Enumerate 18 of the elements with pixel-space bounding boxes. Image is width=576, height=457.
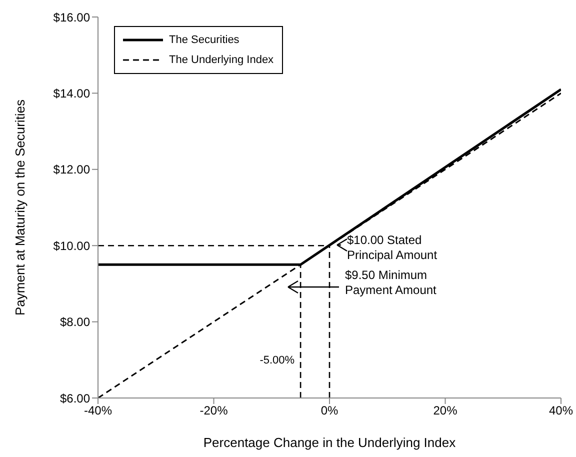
x-tick-label: 40% [548,404,574,418]
annotation: -5.00% [260,354,295,367]
legend-label: The Securities [169,34,240,46]
x-tick-label: 20% [433,404,458,418]
annotation: $10.00 Stated Principal Amount [347,233,438,262]
annotation: $9.50 Minimum Payment Amount [345,268,438,297]
y-axis-title: Payment at Maturity on the Securities [12,98,28,316]
y-tick-label: $8.00 [60,315,90,330]
y-tick-label: $6.00 [60,391,90,406]
x-tick-label: -20% [200,404,228,418]
y-tick-label: $12.00 [53,162,90,177]
legend-label: The Underlying Index [169,54,274,66]
x-axis-title: Percentage Change in the Underlying Index [203,435,456,450]
x-tick-label: -40% [84,404,112,418]
y-tick-label: $14.00 [53,86,90,100]
y-tick-label: $10.00 [53,238,90,253]
x-tick-label: 0% [320,404,338,418]
y-tick-label: $16.00 [53,10,90,24]
